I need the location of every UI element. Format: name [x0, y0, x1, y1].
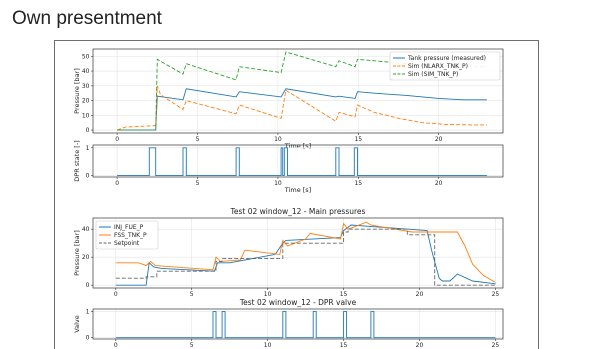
x-tick-label: 10 — [274, 180, 282, 187]
x-tick-label: 25 — [492, 342, 500, 349]
x-tick-label: 10 — [264, 291, 272, 298]
x-tick-label: 15 — [340, 291, 348, 298]
x-tick-label: 15 — [354, 136, 362, 143]
plot-frame — [92, 144, 504, 178]
x-tick-label: 25 — [492, 291, 500, 298]
legend-label: Sim (SIM_TNK_P) — [408, 71, 458, 78]
y-tick-label: 0 — [86, 335, 90, 342]
y-tick-label: 40 — [82, 226, 90, 233]
page-heading: Own presentment — [12, 8, 162, 29]
series-line-1 — [115, 311, 496, 339]
y-axis-label: Pressure [bar] — [73, 68, 81, 114]
series-line-1 — [117, 88, 487, 131]
x-tick-label: 15 — [340, 342, 348, 349]
embedded-figure: 0 5 10 15 20 0 10 20 30 40 50 Time [s] Pressure [bar… — [54, 40, 539, 349]
chart-title: Test 02 window_12 - DPR valve — [239, 298, 357, 307]
legend-label: Sim (NLARX_TNK_P) — [408, 63, 468, 70]
series-line-3 — [115, 228, 496, 286]
y-tick-label: 1 — [86, 145, 90, 152]
y-tick-label: 20 — [82, 98, 90, 105]
legend-label: INJ_FUE_P — [114, 224, 144, 231]
y-tick-label: 1 — [86, 309, 90, 316]
plot-frame — [92, 48, 504, 134]
x-axis-label: Time [s] — [284, 142, 311, 150]
y-tick-label: 0 — [86, 127, 90, 134]
y-axis-label: Pressure [bar] — [73, 230, 81, 276]
series-line-2 — [115, 221, 496, 283]
series-line-1 — [115, 224, 496, 286]
series-line-1 — [117, 147, 487, 177]
y-tick-label: 0 — [86, 282, 90, 289]
chart-panel-1: 0 5 10 15 20 0 10 20 30 40 50 Time [s] Pressure [bar… — [73, 48, 504, 150]
y-axis-label: Valve — [73, 315, 81, 333]
x-tick-label: 5 — [196, 136, 200, 143]
x-tick-label: 0 — [115, 136, 119, 143]
chart-panel-4: 0 5 10 15 20 25 0 1 Test 02 window_12 - DPR valv… — [73, 298, 504, 349]
legend-box — [95, 220, 159, 250]
x-tick-label: 20 — [416, 291, 424, 298]
y-axis-label: DPR state [-] — [73, 140, 81, 181]
legend-label: Tank pressure (measured) — [407, 55, 486, 62]
y-tick-label: 0 — [86, 173, 90, 180]
legend-label: Setpoint — [114, 240, 140, 247]
x-tick-label: 5 — [196, 180, 200, 187]
legend-box — [389, 51, 501, 81]
x-tick-label: 0 — [115, 180, 119, 187]
x-axis-label: Time [s] — [284, 186, 311, 194]
x-tick-label: 10 — [274, 136, 282, 143]
x-tick-label: 0 — [114, 342, 118, 349]
chart-panel-2: 0 5 10 15 20 0 1 Time [s] DPR state [-] — [73, 140, 504, 194]
x-tick-label: 0 — [114, 291, 118, 298]
chart-title: Test 02 window_12 - Main pressures — [230, 207, 366, 216]
y-tick-label: 50 — [82, 53, 90, 60]
x-tick-label: 20 — [435, 180, 443, 187]
x-tick-label: 5 — [190, 342, 194, 349]
plot-frame — [92, 308, 504, 340]
x-tick-label: 5 — [190, 291, 194, 298]
y-tick-label: 40 — [82, 68, 90, 75]
x-tick-label: 10 — [264, 342, 272, 349]
series-line-2 — [116, 85, 487, 131]
y-tick-label: 10 — [82, 112, 90, 119]
plot-frame — [92, 217, 504, 289]
x-tick-label: 15 — [354, 180, 362, 187]
legend: Tank pressure (measured)Sim (NLARX_TNK_P… — [389, 51, 501, 81]
legend-label: FSS_TNK_P — [114, 232, 147, 239]
x-tick-label: 20 — [435, 136, 443, 143]
y-tick-label: 30 — [82, 83, 90, 90]
x-tick-label: 20 — [416, 342, 424, 349]
y-tick-label: 20 — [82, 254, 90, 261]
chart-panel-3: 0 5 10 15 20 25 0 20 40 Test 02 window_12 - Main … — [73, 207, 504, 298]
